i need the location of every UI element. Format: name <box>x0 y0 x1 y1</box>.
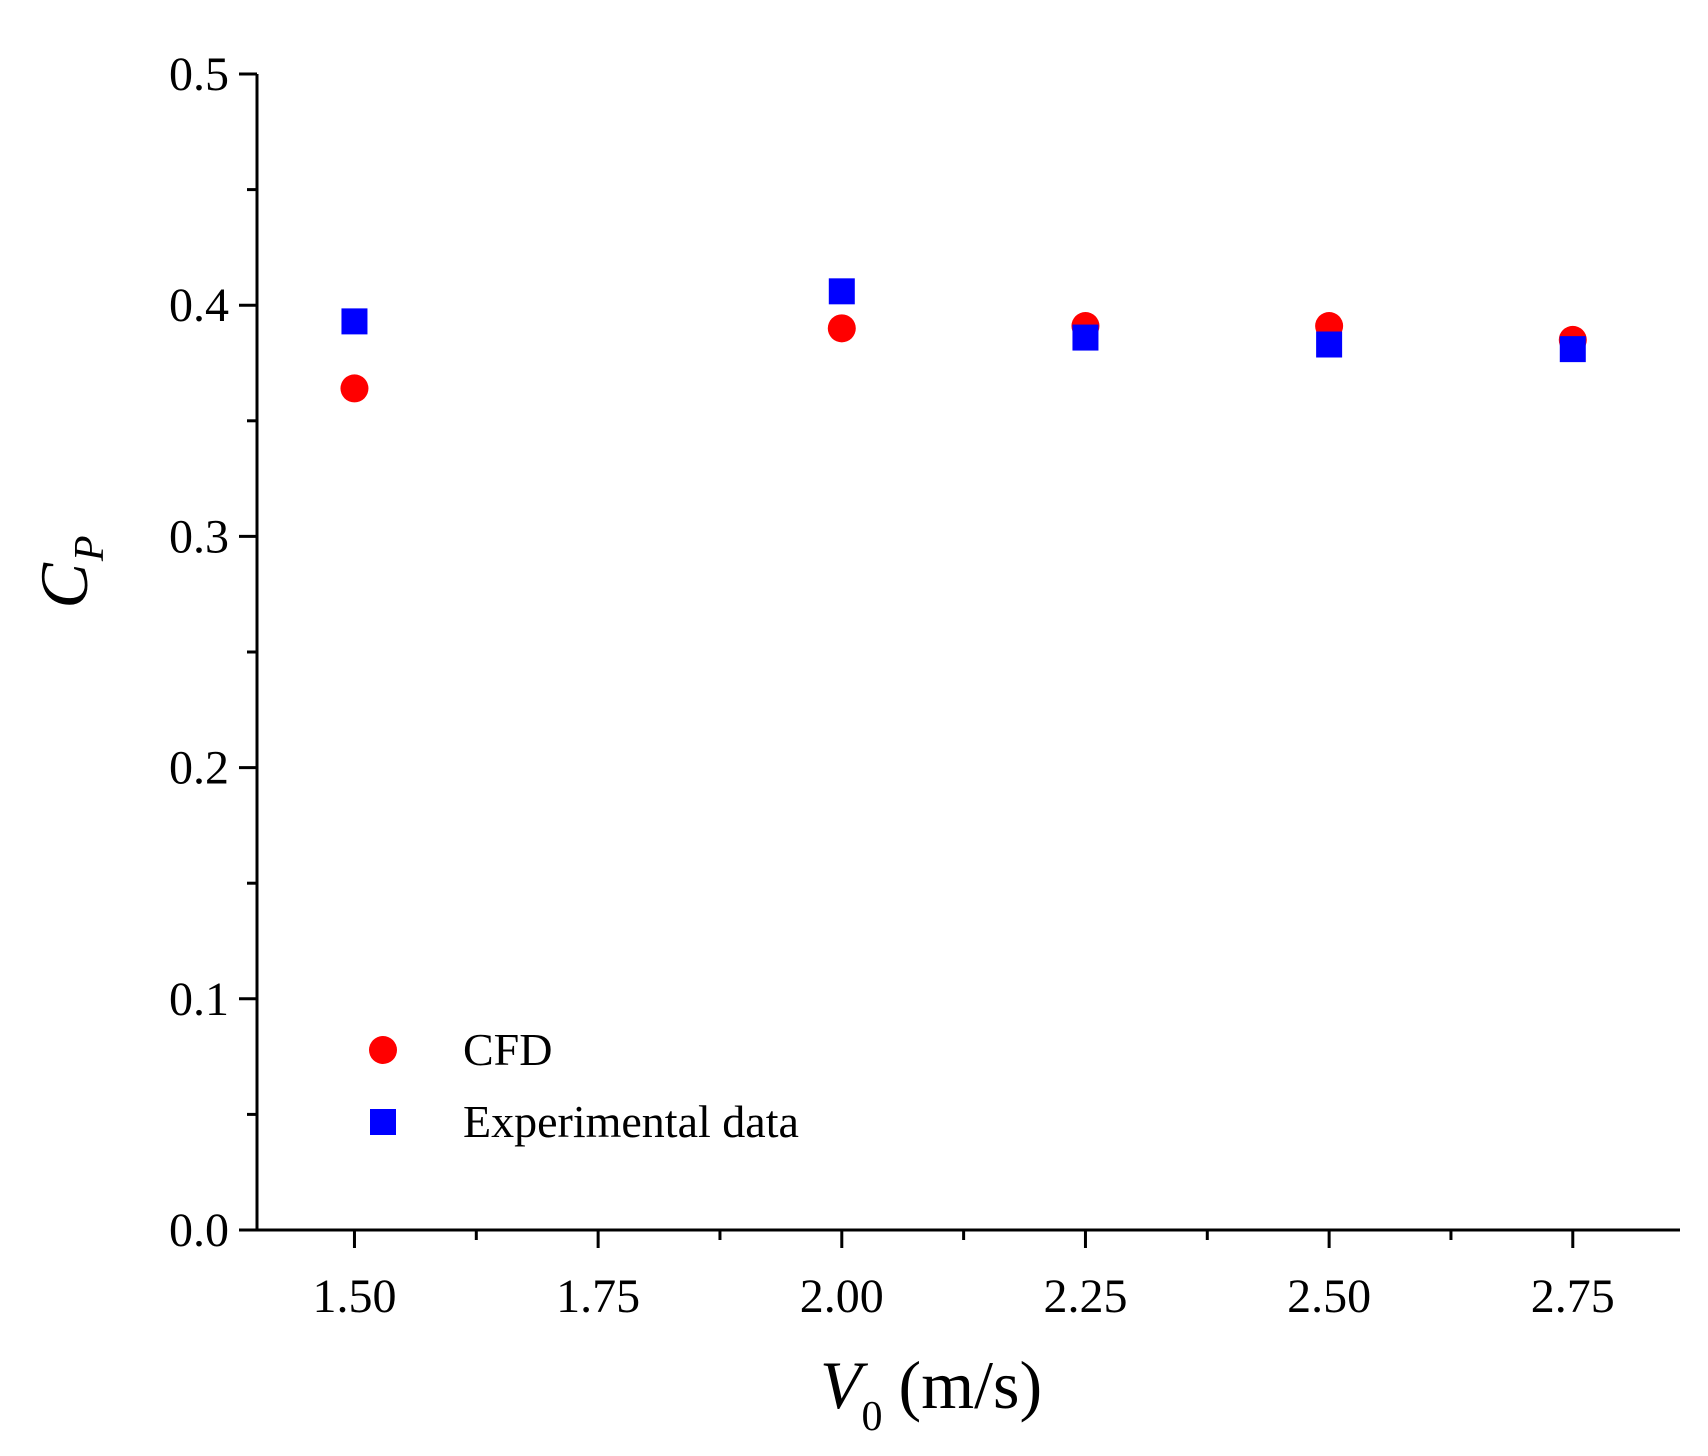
y-tick-label: 0.1 <box>169 973 229 1026</box>
x-axis-symbol: V <box>820 1347 869 1423</box>
x-tick-label: 1.75 <box>556 1270 640 1323</box>
y-axis-subscript: P <box>67 535 113 562</box>
legend-label-cfd: CFD <box>463 1024 552 1075</box>
experimental-data-point <box>828 278 855 305</box>
cfd-point <box>827 314 856 343</box>
y-axis-symbol: C <box>26 563 102 609</box>
data-points <box>340 278 1587 403</box>
y-tick-label: 0.2 <box>169 742 229 795</box>
x-tick-label: 1.50 <box>312 1270 396 1323</box>
experimental-data-point <box>1559 336 1586 363</box>
x-tick-label: 2.50 <box>1287 1270 1371 1323</box>
x-axis-subscript: 0 <box>862 1394 883 1440</box>
x-tick-label: 2.75 <box>1531 1270 1615 1323</box>
ticks: 0.0 0.1 0.2 0.3 0.4 0.5 1.50 1.75 2.00 2.25 2.50 2.… <box>169 48 1615 1323</box>
x-tick-label: 2.00 <box>800 1270 884 1323</box>
legend-marker-cfd <box>369 1036 397 1064</box>
x-axis-unit: (m/s) <box>899 1347 1043 1423</box>
legend-label-experimental-data: Experimental data <box>463 1096 799 1147</box>
cfd-point <box>340 374 369 403</box>
x-axis-title: V0 (m/s) <box>820 1347 1042 1440</box>
legend-marker-experimental-data <box>370 1109 396 1135</box>
x-tick-label: 2.25 <box>1043 1270 1127 1323</box>
experimental-data-point <box>341 308 368 335</box>
experimental-data-point <box>1316 331 1343 358</box>
y-tick-label: 0.5 <box>169 48 229 101</box>
y-axis-title: CP <box>26 535 113 608</box>
y-tick-label: 0.4 <box>169 279 229 332</box>
y-tick-label: 0.3 <box>169 510 229 563</box>
legend: CFD Experimental data <box>369 1024 799 1147</box>
experimental-data-point <box>1072 324 1099 351</box>
y-tick-label: 0.0 <box>169 1204 229 1257</box>
